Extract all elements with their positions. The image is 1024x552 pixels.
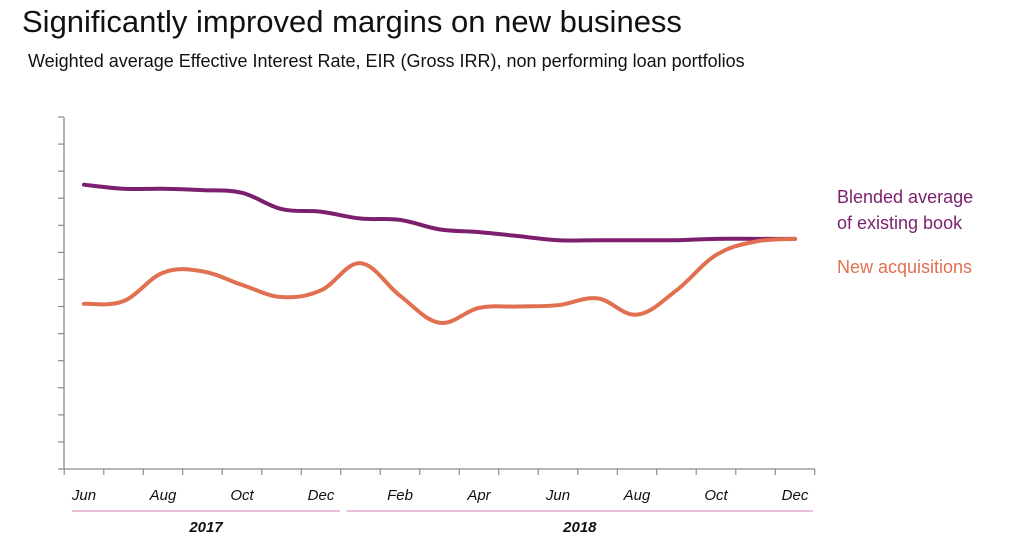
chart-subtitle: Weighted average Effective Interest Rate…: [28, 51, 745, 71]
series-line-new-acquisitions: [82, 236, 797, 325]
year-group-label: 2017: [188, 519, 223, 536]
x-tick-label: Apr: [466, 487, 491, 504]
series-line-blended-average: [82, 182, 797, 243]
x-tick-label: Aug: [623, 487, 651, 504]
year-group-label: 2018: [562, 519, 597, 536]
x-tick-label: Feb: [387, 487, 413, 504]
x-tick-label: Oct: [704, 487, 728, 504]
year-groups: 2017 2018: [72, 510, 813, 536]
x-tick-label: Jun: [545, 487, 570, 504]
chart-legend: Blended average of existing book New acqui…: [837, 187, 973, 277]
x-tick-label: Dec: [308, 487, 335, 504]
x-tick-label: Jun: [71, 487, 96, 504]
legend-entry-blended-average: Blended average: [837, 187, 973, 207]
series-layer: [82, 182, 797, 325]
legend-entry-blended-average: of existing book: [837, 213, 963, 233]
x-tick-label: Aug: [149, 487, 177, 504]
x-tick-label: Oct: [230, 487, 254, 504]
chart-title: Significantly improved margins on new bu…: [22, 4, 682, 39]
chart-axes: [58, 116, 816, 475]
x-tick-label: Dec: [782, 487, 809, 504]
legend-entry-new-acquisitions: New acquisitions: [837, 257, 972, 277]
x-axis-ticks: Jun Aug Oct Dec Feb Apr Jun Aug Oct Dec: [71, 487, 809, 504]
